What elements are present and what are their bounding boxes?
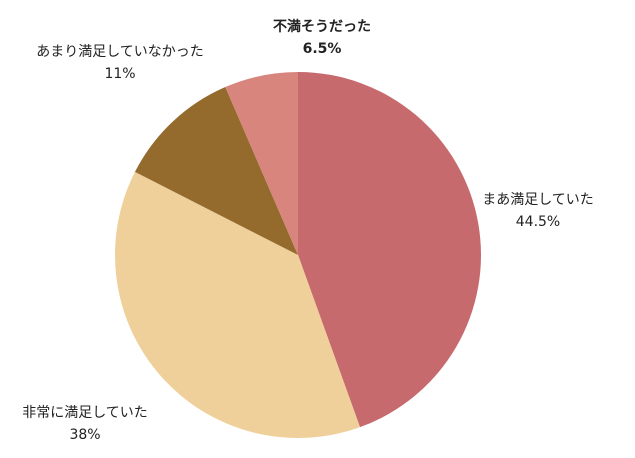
- slice-label: 非常に満足していた: [22, 405, 148, 421]
- pie-slice: [134, 87, 298, 255]
- slice-value-label: 38%: [69, 427, 100, 443]
- pie-slice: [115, 171, 360, 438]
- slice-value-label: 44.5%: [516, 214, 560, 230]
- slice-value-label: 6.5%: [303, 41, 342, 57]
- slice-label: 不満そうだった: [273, 18, 371, 35]
- pie-slice: [298, 72, 481, 428]
- slice-label: あまり満足していなかった: [36, 44, 204, 60]
- slice-value-label: 11%: [104, 66, 135, 82]
- pie-slice: [225, 72, 298, 255]
- slice-label: まあ満足していた: [482, 192, 594, 208]
